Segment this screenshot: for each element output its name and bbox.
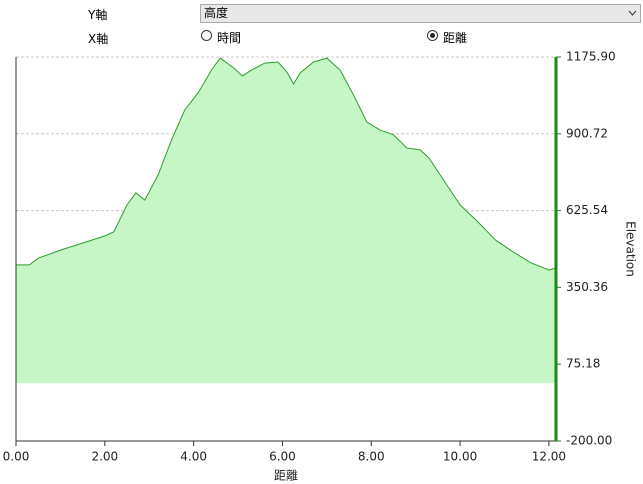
x-tick-label: 2.00 xyxy=(91,450,118,464)
x-tick-label: 8.00 xyxy=(358,450,385,464)
dropdown-arrow xyxy=(628,10,637,16)
y-tick-label: 1175.90 xyxy=(566,50,616,64)
area-line xyxy=(16,57,557,271)
area-fill xyxy=(16,58,556,384)
y-tick-label: 900.72 xyxy=(566,126,608,140)
radio-button[interactable] xyxy=(201,30,212,41)
x-axis-title: 距離 xyxy=(274,469,298,483)
x-axis-label: X軸 xyxy=(88,32,109,46)
x-tick-label: 10.00 xyxy=(443,450,477,464)
radio-label[interactable]: 距離 xyxy=(443,31,468,45)
radio-label[interactable]: 時間 xyxy=(217,31,242,45)
y-axis-label: Y軸 xyxy=(88,8,108,22)
y-tick-label: 625.54 xyxy=(566,203,608,217)
x-tick-label: 6.00 xyxy=(269,450,296,464)
y-tick-label: 75.18 xyxy=(566,357,600,371)
dropdown-value: 高度 xyxy=(204,6,229,20)
y-tick-label: 350.36 xyxy=(566,280,608,294)
x-tick-label: 12.00 xyxy=(532,450,566,464)
x-tick-label: 4.00 xyxy=(180,450,207,464)
radio-button[interactable] xyxy=(427,30,438,41)
y-axis-dropdown[interactable]: 高度 xyxy=(200,4,641,23)
y-tick-label: -200.00 xyxy=(566,434,612,448)
x-tick-label: 0.00 xyxy=(3,450,30,464)
y-axis-title: Elevation xyxy=(624,221,638,277)
